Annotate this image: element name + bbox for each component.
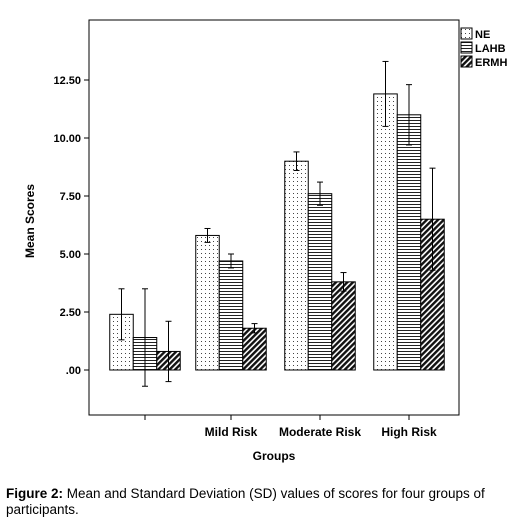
error-bars-layer [118, 60, 436, 387]
x-tick-label: High Risk [381, 425, 437, 439]
legend: NE LAHB ERMH [460, 27, 507, 69]
x-axis: Mild Risk Moderate Risk High Risk [144, 415, 437, 439]
x-tick-label: Moderate Risk [279, 425, 361, 439]
bar-ne [195, 234, 220, 371]
bar-lahb [307, 193, 333, 371]
caption-label: Figure 2: [6, 486, 64, 501]
x-tick-label: Mild Risk [205, 425, 258, 439]
caption-text: Mean and Standard Deviation (SD) values … [6, 486, 485, 517]
plot-frame [88, 19, 460, 416]
bar-ermh [242, 327, 267, 371]
legend-label-lahb: LAHB [475, 43, 506, 55]
legend-swatch-ne [460, 27, 473, 40]
bars-layer [109, 93, 445, 371]
legend-label-ne: NE [475, 29, 490, 41]
y-axis: .00 2.50 5.00 7.50 10.00 12.50 [53, 75, 89, 377]
legend-label-ermh: ERMH [475, 57, 507, 69]
bar-lahb [218, 260, 244, 371]
y-tick-label: 2.50 [60, 307, 81, 319]
y-tick-label: 12.50 [53, 75, 81, 87]
y-tick-label: 5.00 [60, 249, 81, 261]
y-tick-label: 7.50 [60, 191, 81, 203]
bar-chart: .00 2.50 5.00 7.50 10.00 12.50 Mild Risk Moder… [23, 19, 507, 463]
y-axis-label: Mean Scores [23, 184, 37, 258]
bar-ermh [331, 281, 356, 371]
bar-ne [284, 160, 309, 371]
bar-ne [373, 93, 398, 371]
y-tick-label: .00 [66, 365, 81, 377]
bar-lahb [396, 114, 422, 371]
legend-swatch-ermh [460, 55, 473, 68]
x-axis-label: Groups [253, 449, 296, 463]
figure-caption: Figure 2: Mean and Standard Deviation (S… [6, 486, 530, 518]
legend-swatch-lahb [460, 41, 473, 54]
y-tick-label: 10.00 [53, 133, 81, 145]
